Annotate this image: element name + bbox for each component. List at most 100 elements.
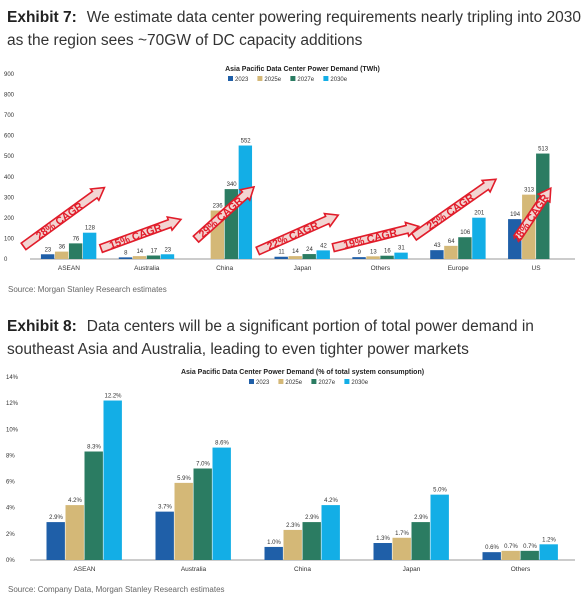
- bar-asean-2030e: [82, 232, 97, 259]
- bar-australia-2030e: [212, 447, 231, 560]
- data-label: 4.2%: [68, 498, 82, 504]
- cagr-arrow-shape: [255, 212, 340, 256]
- bar-australia-2023: [118, 257, 133, 259]
- exhibit-8-heading: Exhibit 8: Data centers will be a signifi…: [7, 315, 582, 361]
- bar-others-2027e: [380, 255, 394, 259]
- category-label-europe: Europe: [448, 265, 469, 272]
- bar-china-2030e: [321, 505, 340, 560]
- category-label-others: Others: [511, 566, 531, 573]
- y-tick-label: 900: [4, 72, 15, 78]
- y-tick-label: 6%: [6, 480, 15, 486]
- data-label: 24: [306, 247, 313, 253]
- legend-label-2030e: 2030e: [330, 77, 347, 83]
- bar-australia-2027e: [146, 255, 161, 259]
- category-label-australia: Australia: [181, 566, 207, 573]
- legend-label-2027e: 2027e: [297, 77, 314, 83]
- y-tick-label: 14%: [6, 375, 19, 381]
- data-label: 2.9%: [305, 515, 319, 521]
- data-label: 236: [213, 203, 224, 209]
- bar-china-2025e: [283, 529, 302, 560]
- bar-china-2030e: [238, 145, 253, 259]
- data-label: 201: [474, 211, 485, 217]
- bar-japan-2023: [373, 543, 392, 560]
- data-label: 313: [524, 188, 535, 194]
- data-label: 2.9%: [414, 515, 428, 521]
- bar-australia-2023: [155, 511, 174, 560]
- bar-australia-2027e: [193, 468, 212, 560]
- category-label-china: China: [216, 265, 233, 272]
- y-tick-label: 300: [4, 195, 15, 201]
- y-tick-label: 8%: [6, 453, 15, 459]
- data-label: 16: [384, 249, 391, 255]
- bar-japan-2025e: [288, 256, 302, 259]
- category-label-asean: ASEAN: [58, 265, 80, 272]
- legend-swatch-2025e: [278, 379, 284, 384]
- data-label: 36: [59, 245, 66, 251]
- bar-others-2030e: [394, 252, 408, 259]
- exhibit-7-source: Source: Morgan Stanley Research estimate…: [8, 285, 167, 294]
- legend-swatch-2027e: [290, 76, 296, 81]
- exhibit-8-label: Exhibit 8:: [7, 318, 77, 335]
- data-label: 42: [320, 243, 327, 249]
- chart-power-demand-twh: Asia Pacific Data Center Power Demand (T…: [4, 66, 575, 272]
- bar-others-2027e: [520, 550, 539, 560]
- data-label: 194: [510, 212, 521, 218]
- legend-swatch-2023: [228, 76, 233, 81]
- y-tick-label: 700: [4, 113, 15, 119]
- data-label: 0.7%: [504, 544, 518, 550]
- bar-others-2023: [482, 552, 501, 560]
- bar-europe-2023: [430, 250, 444, 259]
- legend-swatch-2030e: [344, 379, 350, 384]
- bar-japan-2025e: [392, 537, 411, 560]
- bar-australia-2025e: [174, 482, 193, 560]
- category-label-asean: ASEAN: [73, 566, 95, 573]
- data-label: 1.2%: [542, 537, 556, 543]
- legend-label-2030e: 2030e: [351, 380, 368, 386]
- category-label-japan: Japan: [403, 566, 421, 573]
- data-label: 23: [164, 247, 171, 253]
- bar-japan-2023: [274, 256, 288, 259]
- exhibit-7-label: Exhibit 7:: [7, 9, 77, 26]
- chart-power-demand-share: Asia Pacific Data Center Power Demand (%…: [6, 369, 575, 573]
- data-label: 0.6%: [485, 545, 499, 551]
- cagr-arrow-shape: [98, 215, 183, 254]
- category-label-australia: Australia: [134, 265, 160, 272]
- legend-swatch-2025e: [257, 76, 263, 81]
- cagr-arrow-shape: [410, 178, 498, 242]
- data-label: 43: [434, 243, 441, 249]
- y-tick-label: 10%: [6, 427, 19, 433]
- cagr-arrow: 25% CAGR: [410, 178, 498, 242]
- bar-australia-2025e: [132, 256, 147, 259]
- bar-asean-2023: [40, 254, 55, 259]
- bar-asean-2025e: [65, 505, 84, 560]
- legend-label-2025e: 2025e: [264, 77, 281, 83]
- category-label-others: Others: [371, 265, 391, 272]
- chart-title: Asia Pacific Data Center Power Demand (%…: [181, 369, 424, 376]
- data-label: 340: [227, 182, 238, 188]
- data-label: 128: [85, 226, 96, 232]
- y-tick-label: 100: [4, 236, 15, 242]
- category-label-us: US: [532, 265, 542, 272]
- legend-label-2023: 2023: [235, 77, 249, 83]
- data-label: 12.2%: [104, 394, 122, 400]
- category-label-china: China: [294, 566, 311, 573]
- bar-asean-2023: [46, 522, 65, 560]
- bar-others-2025e: [366, 256, 380, 259]
- y-tick-label: 400: [4, 175, 15, 181]
- bar-asean-2025e: [54, 251, 69, 259]
- exhibit-7: Exhibit 7: We estimate data center poweri…: [4, 9, 581, 294]
- y-tick-label: 2%: [6, 532, 15, 538]
- bar-japan-2027e: [411, 522, 430, 560]
- y-tick-label: 200: [4, 216, 15, 222]
- bar-europe-2027e: [458, 237, 472, 259]
- data-label: 8.3%: [87, 445, 101, 451]
- legend-swatch-2030e: [323, 76, 329, 81]
- data-label: 14: [292, 249, 299, 255]
- category-label-japan: Japan: [294, 265, 312, 272]
- bar-others-2023: [352, 257, 366, 259]
- data-label: 8: [124, 250, 128, 256]
- data-label: 2.9%: [49, 515, 63, 521]
- bar-japan-2030e: [430, 494, 449, 560]
- data-label: 1.7%: [395, 531, 409, 537]
- bar-others-2030e: [539, 544, 558, 560]
